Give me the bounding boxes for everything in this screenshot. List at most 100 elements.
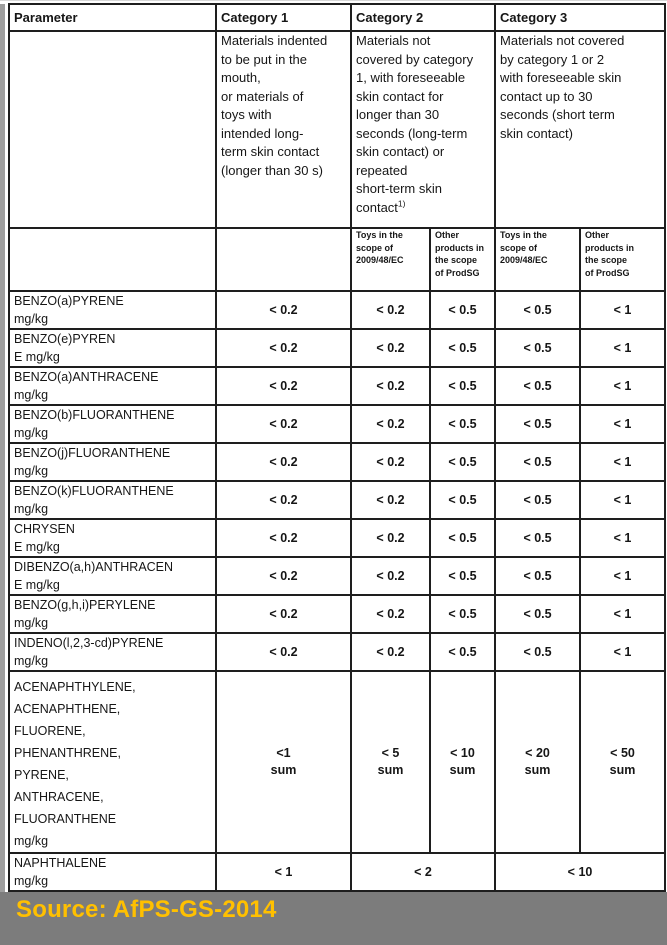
sum-of-seven-row: ACENAPHTHYLENE, ACENAPHTHENE, FLUORENE, … [8, 670, 667, 854]
subheader-row: Toys in the scope of 2009/48/EC Other pr… [8, 227, 667, 292]
source-band: Source: AfPS-GS-2014 [0, 892, 667, 945]
category2-description-cell: Materials not covered by category 1, wit… [349, 30, 497, 229]
limit-value-cell: < 0.2 [350, 632, 431, 672]
compound-name-cell: BENZO(b)FLUORANTHENE mg/kg [8, 404, 217, 444]
parameter-header-cell: Parameter [8, 3, 217, 32]
table-head-rows: Parameter Category 1 Category 2 Category… [8, 3, 667, 292]
parameter-desc-empty-cell [8, 30, 217, 229]
compound-row: DIBENZO(a,h)ANTHRACEN E mg/kg < 0.2 < 0.… [8, 556, 667, 596]
limit-value-cell: < 0.2 [350, 290, 431, 330]
limit-value-cell: < 1 [579, 290, 667, 330]
compound-name-cell: INDENO(l,2,3-cd)PYRENE mg/kg [8, 632, 217, 672]
category1-description-cell: Materials indented to be put in the mout… [215, 30, 352, 229]
limit-value-cell: < 0.5 [428, 442, 497, 482]
pah-limits-table: Parameter Category 1 Category 2 Category… [8, 3, 667, 913]
limit-value-cell: < 0.2 [215, 594, 352, 634]
compound-row: BENZO(e)PYREN E mg/kg < 0.2 < 0.2 < 0.5 … [8, 328, 667, 368]
limit-value-cell: < 2 [349, 852, 497, 892]
limit-value-cell: < 0.2 [215, 480, 352, 520]
cat3-toys-scope-subheader-cell: Toys in the scope of 2009/48/EC [494, 227, 582, 292]
limit-value-cell: < 0.5 [428, 404, 497, 444]
category2-description-text: Materials not covered by category 1, wit… [356, 33, 474, 215]
limit-value-cell: < 1 [579, 442, 667, 482]
limit-value-cell: <1 sum [215, 670, 352, 854]
parameter-subheader-empty-cell [8, 227, 217, 292]
limit-value-cell: < 0.5 [428, 556, 497, 596]
compound-name-cell: BENZO(k)FLUORANTHENE mg/kg [8, 480, 217, 520]
table-tail-rows: ACENAPHTHYLENE, ACENAPHTHENE, FLUORENE, … [8, 670, 667, 913]
limit-value-cell: < 0.5 [494, 290, 582, 330]
compound-row: BENZO(j)FLUORANTHENE mg/kg < 0.2 < 0.2 <… [8, 442, 667, 482]
left-edge-shadow [0, 4, 5, 945]
compound-name-cell: BENZO(j)FLUORANTHENE mg/kg [8, 442, 217, 482]
limit-value-cell: < 10 sum [428, 670, 497, 854]
source-label: Source: AfPS-GS-2014 [16, 896, 277, 923]
limit-value-cell: < 0.5 [428, 632, 497, 672]
description-row: Materials indented to be put in the mout… [8, 30, 667, 229]
category3-description-cell: Materials not covered by category 1 or 2… [494, 30, 667, 229]
limit-value-cell: < 0.2 [350, 518, 431, 558]
limit-value-cell: < 0.2 [215, 404, 352, 444]
compound-row: BENZO(g,h,i)PERYLENE mg/kg < 0.2 < 0.2 <… [8, 594, 667, 634]
limit-value-cell: < 1 [579, 328, 667, 368]
category2-header-cell: Category 2 [349, 3, 497, 32]
compound-rows-body: BENZO(a)PYRENE mg/kg < 0.2 < 0.2 < 0.5 <… [8, 290, 667, 672]
limit-value-cell: < 0.2 [215, 442, 352, 482]
limit-value-cell: < 50 sum [579, 670, 667, 854]
limit-value-cell: < 0.5 [494, 594, 582, 634]
limit-value-cell: < 0.2 [215, 518, 352, 558]
compound-name-cell: BENZO(a)ANTHRACENE mg/kg [8, 366, 217, 406]
limit-value-cell: < 20 sum [494, 670, 582, 854]
limit-value-cell: < 0.5 [494, 404, 582, 444]
naphthalene-row: NAPHTHALENE mg/kg < 1 < 2 < 10 [8, 852, 667, 892]
limit-value-cell: < 0.5 [494, 556, 582, 596]
limit-value-cell: < 5 sum [350, 670, 431, 854]
limit-value-cell: < 1 [579, 518, 667, 558]
limit-value-cell: < 0.2 [350, 442, 431, 482]
limit-value-cell: < 1 [579, 480, 667, 520]
compound-name-cell: ACENAPHTHYLENE, ACENAPHTHENE, FLUORENE, … [8, 670, 217, 854]
limit-value-cell: < 1 [579, 556, 667, 596]
limit-value-cell: < 0.5 [494, 442, 582, 482]
limit-value-cell: < 0.2 [350, 556, 431, 596]
compound-name-cell: CHRYSEN E mg/kg [8, 518, 217, 558]
limit-value-cell: < 0.5 [428, 594, 497, 634]
limit-value-cell: < 10 [494, 852, 667, 892]
header-row: Parameter Category 1 Category 2 Category… [8, 3, 667, 32]
compound-row: BENZO(a)ANTHRACENE mg/kg < 0.2 < 0.2 < 0… [8, 366, 667, 406]
compound-name-cell: BENZO(g,h,i)PERYLENE mg/kg [8, 594, 217, 634]
limit-value-cell: < 0.2 [215, 366, 352, 406]
cat3-other-scope-subheader-cell: Other products in the scope of ProdSG [579, 227, 667, 292]
limit-value-cell: < 0.2 [350, 480, 431, 520]
limit-value-cell: < 0.2 [350, 328, 431, 368]
limit-value-cell: < 0.5 [494, 480, 582, 520]
limit-value-cell: < 0.5 [494, 632, 582, 672]
limit-value-cell: < 0.5 [494, 366, 582, 406]
compound-name-cell: DIBENZO(a,h)ANTHRACEN E mg/kg [8, 556, 217, 596]
table-bottom-double-rule [8, 890, 664, 892]
limit-value-cell: < 0.5 [428, 518, 497, 558]
compound-row: BENZO(b)FLUORANTHENE mg/kg < 0.2 < 0.2 <… [8, 404, 667, 444]
limit-value-cell: < 0.2 [215, 632, 352, 672]
compound-name-cell: BENZO(a)PYRENE mg/kg [8, 290, 217, 330]
limit-value-cell: < 1 [579, 366, 667, 406]
top-hairline [0, 0, 667, 1]
limit-value-cell: < 0.2 [215, 328, 352, 368]
compound-row: INDENO(l,2,3-cd)PYRENE mg/kg < 0.2 < 0.2… [8, 632, 667, 672]
limit-value-cell: < 1 [215, 852, 352, 892]
compound-name-cell: BENZO(e)PYREN E mg/kg [8, 328, 217, 368]
limit-value-cell: < 0.2 [350, 594, 431, 634]
limit-value-cell: < 0.5 [428, 290, 497, 330]
limit-value-cell: < 0.5 [494, 328, 582, 368]
cat2-toys-scope-subheader-cell: Toys in the scope of 2009/48/EC [350, 227, 431, 292]
limit-value-cell: < 0.5 [428, 328, 497, 368]
limit-value-cell: < 0.2 [350, 366, 431, 406]
limit-value-cell: < 0.2 [350, 404, 431, 444]
limit-value-cell: < 1 [579, 594, 667, 634]
category1-subheader-empty-cell [215, 227, 352, 292]
limit-value-cell: < 0.2 [215, 556, 352, 596]
limit-value-cell: < 1 [579, 404, 667, 444]
limit-value-cell: < 0.5 [428, 366, 497, 406]
category1-header-cell: Category 1 [215, 3, 352, 32]
